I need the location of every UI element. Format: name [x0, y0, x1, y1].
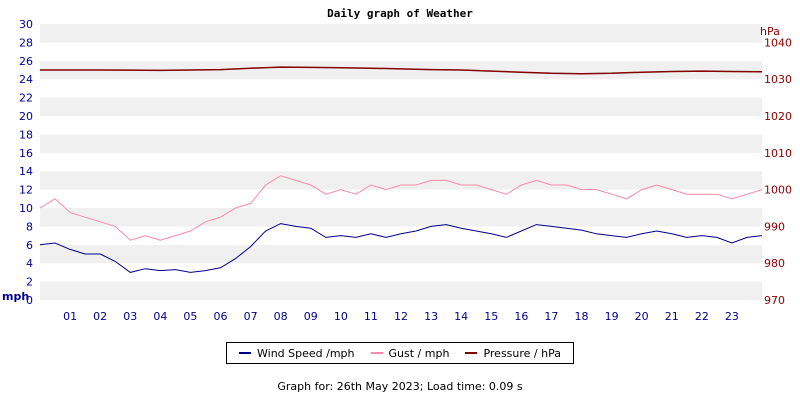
right-tick-label: 970 [764, 294, 785, 307]
right-tick-label: 980 [764, 257, 785, 270]
left-tick-label: 4 [26, 257, 33, 270]
x-tick-label: 18 [575, 310, 589, 323]
x-tick-label: 09 [304, 310, 318, 323]
right-tick-label: 1000 [764, 184, 792, 197]
grid-band [40, 171, 762, 190]
grid-band [40, 152, 762, 172]
left-tick-label: 30 [19, 18, 33, 31]
left-tick-label: 20 [19, 110, 33, 123]
x-tick-label: 15 [484, 310, 498, 323]
legend-swatch [465, 352, 478, 354]
right-axis-ticks: 970 980 990 1000 1010 1020 1030 1040 [764, 36, 792, 307]
left-tick-label: 0 [26, 294, 33, 307]
series-lines [39, 66, 763, 273]
x-tick-label: 02 [93, 310, 107, 323]
grid-band [40, 134, 762, 153]
x-tick-label: 05 [183, 310, 197, 323]
left-tick-label: 10 [19, 202, 33, 215]
grid-band [40, 116, 762, 135]
x-tick-label: 13 [424, 310, 438, 323]
x-tick-label: 12 [394, 310, 408, 323]
legend-label: Pressure / hPa [483, 346, 561, 360]
right-tick-label: 990 [764, 220, 785, 233]
grid-band [40, 226, 762, 245]
x-tick-label: 22 [695, 310, 709, 323]
chart-title: Daily graph of Weather [327, 7, 473, 20]
left-tick-label: 28 [19, 36, 33, 49]
right-tick-label: 1020 [764, 110, 792, 123]
left-tick-label: 18 [19, 128, 33, 141]
x-tick-label: 21 [665, 310, 679, 323]
grid-band [40, 281, 762, 300]
x-tick-label: 04 [153, 310, 167, 323]
x-tick-label: 08 [274, 310, 288, 323]
x-tick-label: 23 [725, 310, 739, 323]
left-tick-label: 16 [19, 147, 33, 160]
x-tick-label: 07 [244, 310, 258, 323]
x-tick-label: 19 [605, 310, 619, 323]
x-tick-label: 16 [514, 310, 528, 323]
left-axis-unit: mph [2, 290, 29, 303]
x-tick-label: 14 [454, 310, 468, 323]
legend-entry: Pressure / hPa [465, 347, 561, 360]
left-tick-label: 24 [19, 73, 33, 86]
left-tick-label: 22 [19, 92, 33, 105]
x-tick-label: 17 [544, 310, 558, 323]
grid-band [40, 79, 762, 98]
left-tick-label: 14 [19, 165, 33, 178]
legend-swatch [370, 352, 383, 354]
legend-entry: Gust / mph [370, 346, 450, 360]
right-tick-label: 1040 [764, 36, 792, 49]
grid-band [40, 263, 762, 282]
grid-band [40, 208, 762, 227]
x-tick-label: 03 [123, 310, 137, 323]
x-tick-label: 11 [364, 310, 378, 323]
left-tick-label: 2 [26, 276, 33, 289]
right-tick-label: 1010 [764, 147, 792, 160]
grid-band [40, 60, 762, 80]
legend: Wind Speed /mph Gust / mph Pressure / hPa [226, 342, 574, 364]
grid-band [40, 97, 762, 116]
x-tick-label: 06 [214, 310, 228, 323]
grid-band [40, 42, 762, 61]
legend-entry: Wind Speed /mph [239, 347, 355, 360]
legend-label: Wind Speed /mph [257, 346, 355, 360]
left-tick-label: 6 [26, 239, 33, 252]
x-tick-label: 10 [334, 310, 348, 323]
legend-label: Gust / mph [388, 346, 450, 360]
left-tick-label: 8 [26, 220, 33, 233]
series-line [39, 223, 763, 273]
right-axis-unit: hPa [760, 25, 780, 38]
x-axis-ticks: 01 02 03 04 05 06 07 08 09 10 11 12 13 14 15 16 17 18 19 20… [63, 310, 739, 323]
grid-band [40, 24, 762, 43]
footer-text: Graph for: 26th May 2023; Load time: 0.0… [277, 380, 523, 393]
x-tick-label: 01 [63, 310, 77, 323]
left-tick-label: 12 [19, 184, 33, 197]
grid-band [40, 189, 762, 208]
grid-band [40, 244, 762, 264]
series-line [39, 175, 763, 241]
right-tick-label: 1030 [764, 73, 792, 86]
x-tick-label: 20 [635, 310, 649, 323]
grid-bands [40, 24, 762, 300]
left-tick-label: 26 [19, 55, 33, 68]
series-line [40, 66, 763, 75]
legend-swatch [239, 352, 251, 354]
